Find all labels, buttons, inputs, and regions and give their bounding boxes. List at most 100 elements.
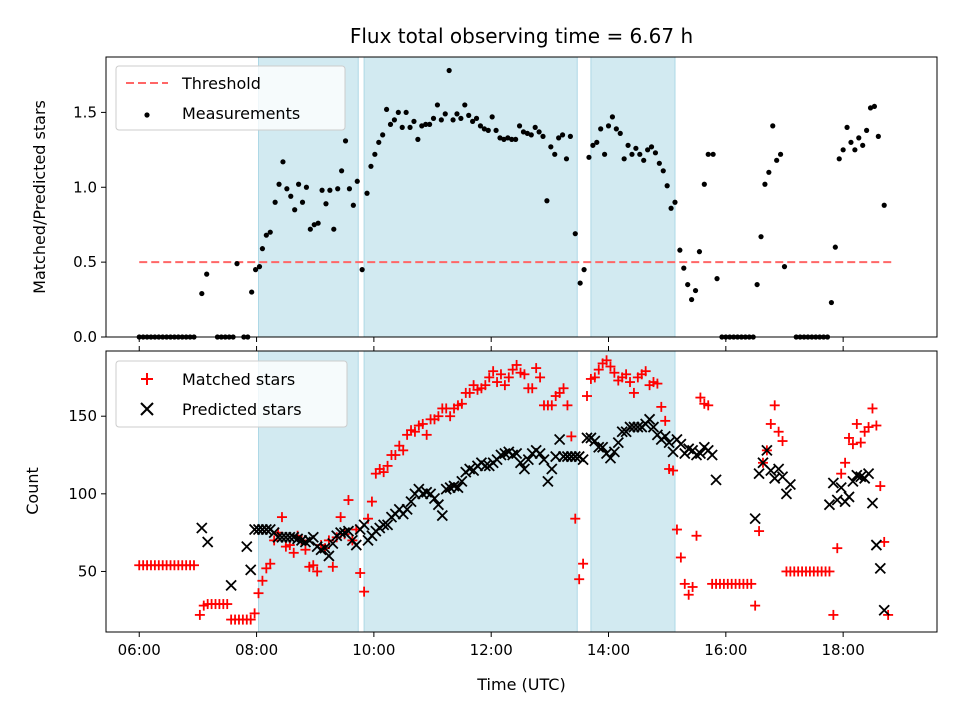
- measurement-point: [423, 121, 429, 127]
- measurement-point: [770, 123, 776, 129]
- predicted-stars-points: [196, 413, 890, 616]
- legend-matched-label: Matched stars: [182, 370, 295, 389]
- predicted-star-marker: [522, 454, 534, 466]
- matched-star-marker: [754, 526, 765, 537]
- predicted-star-marker: [196, 522, 208, 534]
- predicted-star-marker: [428, 492, 441, 505]
- top-y-ticks: 0.0 0.5 1.0 1.5: [73, 103, 106, 346]
- measurement-point: [427, 121, 433, 127]
- measurement-point: [263, 232, 269, 238]
- matched-star-marker: [746, 578, 757, 589]
- predicted-star-marker: [870, 539, 883, 551]
- predicted-star-marker: [843, 491, 855, 503]
- matched-star-marker: [695, 392, 706, 403]
- measurement-point: [544, 198, 550, 204]
- predicted-star-marker: [518, 463, 531, 475]
- measurement-point: [249, 289, 255, 295]
- predicted-star-marker: [241, 540, 253, 553]
- matched-star-marker: [355, 568, 366, 579]
- predicted-star-marker: [202, 536, 214, 548]
- matched-star-marker: [621, 369, 632, 380]
- top-observing-window: [363, 56, 578, 338]
- predicted-star-marker: [597, 441, 609, 453]
- matched-star-marker: [308, 560, 319, 571]
- matched-star-marker: [566, 431, 577, 442]
- predicted-star-marker: [784, 478, 796, 491]
- x-tick-label: 06:00: [118, 641, 161, 659]
- matched-star-marker: [589, 372, 600, 383]
- measurement-point: [359, 267, 365, 273]
- predicted-star-marker: [663, 436, 675, 449]
- measurement-point: [581, 267, 587, 273]
- matched-star-marker: [625, 377, 636, 388]
- measurement-point: [234, 261, 240, 267]
- measurement-point: [602, 151, 608, 157]
- matched-star-marker: [359, 586, 370, 597]
- matched-star-marker: [253, 588, 264, 599]
- measurement-point: [516, 123, 523, 129]
- matched-star-marker: [503, 372, 514, 383]
- matched-star-marker: [464, 387, 475, 398]
- top-panel: 0.0 0.5 1.0 1.5 Flux total observing time =…: [30, 24, 938, 346]
- x-tick-label: 08:00: [235, 641, 278, 659]
- predicted-star-marker: [342, 525, 355, 537]
- measurement-point: [477, 123, 484, 129]
- measurement-point: [681, 265, 687, 271]
- matched-star-marker: [366, 496, 377, 507]
- measurement-point: [411, 118, 417, 124]
- measurement-point: [252, 267, 259, 273]
- measurement-point: [563, 156, 570, 162]
- predicted-star-marker: [866, 497, 879, 509]
- matched-star-marker: [640, 366, 651, 377]
- measurement-point: [664, 183, 670, 189]
- predicted-star-marker: [604, 452, 617, 464]
- predicted-star-marker: [405, 495, 417, 508]
- measurement-point: [836, 156, 842, 162]
- measurement-point: [485, 127, 491, 133]
- bottom-observing-window: [363, 350, 578, 633]
- matched-star-marker: [245, 614, 256, 625]
- measurement-point: [881, 202, 887, 208]
- measurement-point: [754, 281, 760, 288]
- measurement-point: [276, 181, 282, 187]
- matched-star-marker: [433, 411, 444, 422]
- chart-title: Flux total observing time = 6.67 h: [350, 24, 693, 48]
- measurement-point: [656, 160, 662, 166]
- top-plot-frame: [105, 56, 938, 338]
- top-observing-window: [590, 56, 676, 338]
- measurement-point: [856, 135, 862, 141]
- predicted-star-marker: [225, 579, 237, 592]
- matched-star-marker: [378, 467, 389, 478]
- predicted-star-marker: [307, 531, 319, 543]
- matched-star-marker: [750, 600, 761, 611]
- measurement-point: [331, 226, 337, 232]
- matched-star-marker: [871, 420, 882, 431]
- measurement-point: [376, 139, 382, 145]
- bottom-legend: Matched stars Predicted stars: [115, 360, 348, 428]
- matched-star-marker: [519, 369, 530, 380]
- matched-star-marker: [867, 403, 878, 414]
- measurement-point: [672, 199, 678, 205]
- predicted-star-marker: [761, 444, 773, 456]
- matched-star-marker: [875, 481, 886, 492]
- predicted-star-marker: [823, 499, 836, 511]
- measurement-point: [501, 136, 507, 142]
- measurement-point: [520, 129, 527, 135]
- measurement-point: [828, 299, 835, 306]
- measurement-point: [442, 111, 448, 117]
- measurement-point: [315, 220, 321, 226]
- matched-star-marker: [660, 415, 671, 426]
- measurement-point: [368, 163, 374, 169]
- measurement-point: [532, 124, 538, 130]
- predicted-star-marker: [643, 413, 656, 425]
- measurement-point: [677, 247, 683, 253]
- matched-star-marker: [601, 355, 612, 366]
- legend-threshold-label: Threshold: [181, 74, 261, 93]
- matched-star-marker: [335, 512, 346, 523]
- predicted-star-marker: [694, 447, 707, 460]
- measurement-point: [438, 117, 444, 123]
- top-y-tick-label: 0.5: [73, 253, 97, 271]
- matched-star-marker: [578, 558, 589, 569]
- predicted-star-marker: [546, 463, 558, 475]
